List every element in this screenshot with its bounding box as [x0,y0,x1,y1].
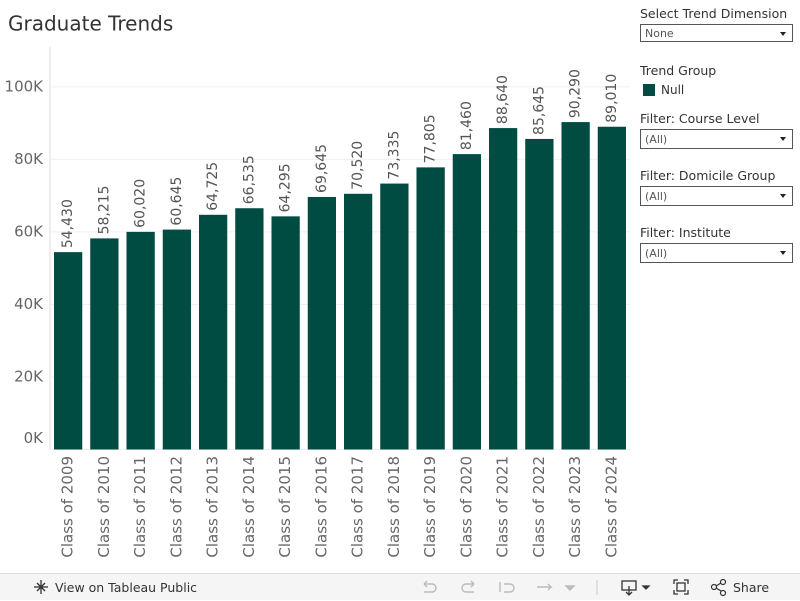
x-tick-label: Class of 2013 [204,456,222,558]
x-tick-label: Class of 2016 [312,456,330,558]
y-tick-label: 60K [14,222,44,240]
x-tick-label: Class of 2019 [421,456,439,558]
tableau-icon [34,580,48,594]
x-tick-label: Class of 2022 [530,456,548,558]
bar [452,154,482,450]
bar [343,193,373,450]
bar [162,229,192,450]
share-button[interactable]: Share [733,580,770,595]
x-tick-label: Class of 2009 [59,456,77,558]
fullscreen-icon[interactable] [673,579,689,595]
control-label: Select Trend Dimension [640,6,788,21]
bar [198,214,228,450]
y-tick-label: 80K [14,150,44,168]
dropdown[interactable]: None [640,24,793,42]
value-label: 54,430 [60,199,76,248]
download-icon[interactable] [621,580,651,596]
y-tick-label: 100K [5,77,45,95]
value-label: 64,725 [205,162,221,211]
dropdown[interactable]: (All) [640,129,793,149]
value-label: 90,290 [568,69,584,118]
x-tick-label: Class of 2018 [385,456,403,558]
value-label: 70,520 [350,141,366,190]
bar [90,238,119,450]
value-label: 85,645 [531,86,547,135]
legend-entry[interactable]: Null [661,83,685,97]
chart: Graduate Trends 0K 20K 40K 60K 80K 100K Class … [5,12,630,558]
bar [126,231,155,450]
value-label: 66,535 [241,155,257,204]
x-tick-label: Class of 2024 [602,456,620,558]
dropdown[interactable]: (All) [640,243,793,263]
value-label: 69,645 [314,144,330,193]
toolbar-icons [34,578,727,597]
bar [271,216,300,450]
bar [488,128,518,450]
control-label: Filter: Domicile Group [640,168,776,183]
chart-title: Graduate Trends [8,12,173,36]
value-label: 64,295 [278,163,294,212]
toolbar: View on Tableau Public Share [0,573,800,600]
bar [597,126,627,450]
value-label: 60,645 [169,177,185,226]
bar [525,138,554,450]
bar [53,252,83,450]
y-tick-label: 0K [24,429,45,447]
value-label: 89,010 [604,74,620,123]
x-tick-label: Class of 2017 [349,456,367,558]
x-tick-label: Class of 2012 [167,456,185,558]
bar [561,122,590,450]
dropdown[interactable]: (All) [640,186,793,206]
view-link[interactable]: View on Tableau Public [55,580,198,595]
bar [380,183,409,450]
bar [416,167,445,450]
legend-swatch [643,84,655,96]
bar [307,196,337,450]
value-label: 81,460 [459,101,475,150]
value-label: 73,335 [386,131,402,180]
share-icon[interactable] [710,578,727,597]
x-tick-label: Class of 2020 [457,456,475,558]
value-label: 58,215 [96,185,112,234]
x-tick-label: Class of 2010 [95,456,113,558]
x-tick-label: Class of 2014 [240,456,258,558]
value-label: 77,805 [423,114,439,163]
history-icons[interactable] [423,580,576,593]
x-tick-label: Class of 2015 [276,456,294,558]
legend-title: Trend Group [640,63,717,78]
control-label: Filter: Institute [640,225,731,240]
x-tick-label: Class of 2023 [566,456,584,558]
x-tick-label: Class of 2021 [494,456,512,558]
y-tick-label: 20K [14,367,44,385]
x-tick-label: Class of 2011 [131,456,149,558]
value-label: 60,020 [133,179,149,228]
control-label: Filter: Course Level [640,111,760,126]
value-label: 88,640 [495,75,511,124]
bar [235,208,264,450]
y-tick-label: 40K [14,295,44,313]
